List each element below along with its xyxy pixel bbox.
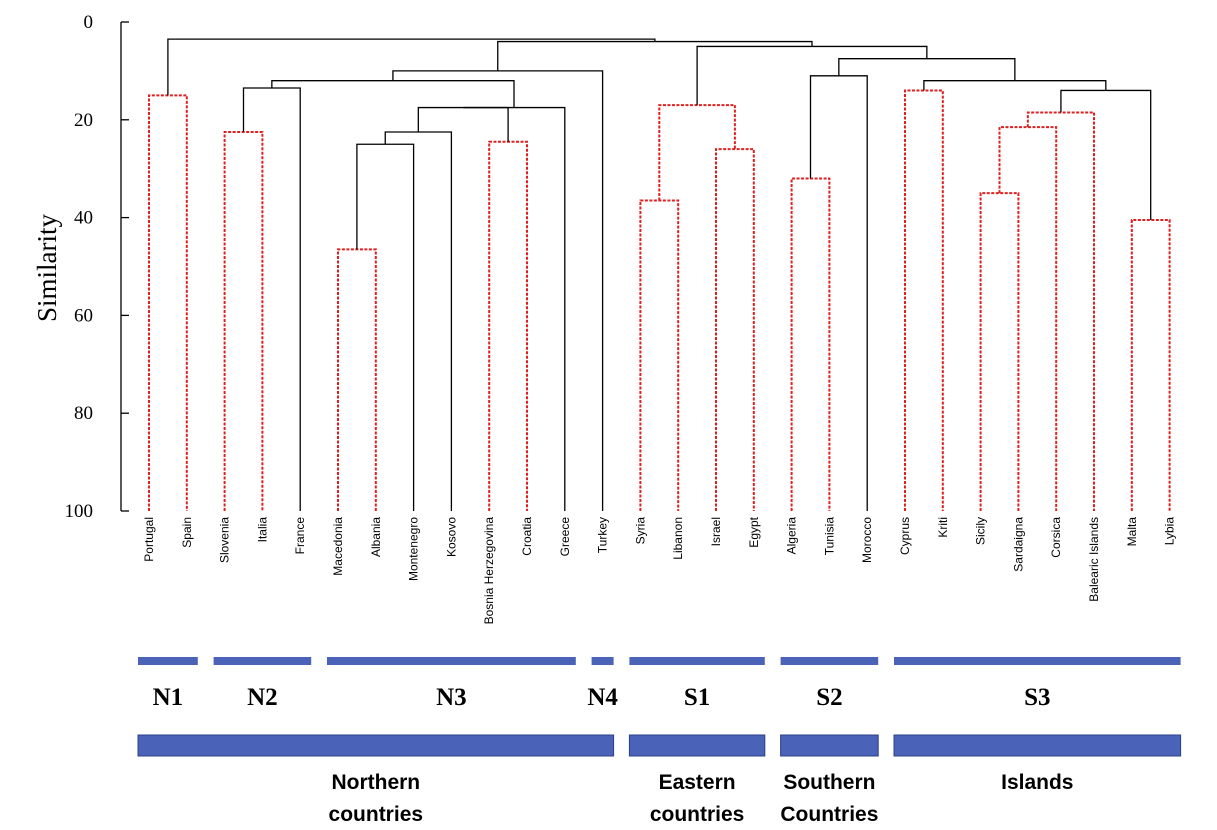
cluster-bar-n4 <box>591 657 614 665</box>
y-tick-label-20: 20 <box>74 110 93 131</box>
y-axis-label: Similarity <box>32 214 62 323</box>
leaf-label-israel: Israel <box>709 517 723 546</box>
link-ss-cor <box>998 126 1058 511</box>
leaf-label-cyprus: Cyprus <box>898 517 912 555</box>
region-label-line2: Countries <box>780 803 878 826</box>
leaf-label-morocco: Morocco <box>860 517 874 563</box>
cluster-label-n3: N3 <box>436 684 467 711</box>
cluster-label-n2: N2 <box>247 684 278 711</box>
leaf-label-croatia: Croatia <box>520 517 534 556</box>
leaf-label-albania: Albania <box>369 517 383 557</box>
leaf-label-slovenia: Slovenia <box>218 517 232 563</box>
leaf-label-italia: Italia <box>255 517 269 543</box>
link-nab-gre <box>463 106 566 511</box>
leaf-label-tunisia: Tunisia <box>822 517 836 556</box>
link-at-mor <box>809 75 868 511</box>
leaf-label-france: France <box>293 517 307 555</box>
y-axis: 0 20 40 60 80 100 <box>65 12 129 522</box>
region-bar-islands <box>893 734 1182 757</box>
link-bos-cro <box>488 140 528 511</box>
dendrogram-links <box>148 38 1171 511</box>
y-tick-label-40: 40 <box>74 208 93 229</box>
link-ssc-bal <box>1026 111 1095 511</box>
link-alg-tun <box>790 177 831 511</box>
link-por-spa <box>148 94 188 511</box>
leaf-label-spain: Spain <box>180 517 194 548</box>
region-label: Islands <box>1001 771 1073 794</box>
link-slo-ita <box>223 131 264 511</box>
region-bar-countries <box>780 734 879 757</box>
cluster-label-s3: S3 <box>1024 684 1050 711</box>
leaf-labels: Portugal Spain Slovenia Italia France Macedon… <box>142 516 1177 624</box>
link-syr-lib <box>639 199 680 511</box>
link-ma-mon <box>356 143 415 511</box>
leaf-label-kosovo: Kosovo <box>444 517 458 557</box>
link-na-bc <box>417 106 509 142</box>
cluster-label-n1: N1 <box>153 684 184 711</box>
leaf-label-portugal: Portugal <box>142 517 156 562</box>
y-tick-label-60: 60 <box>74 305 93 326</box>
leaf-label-montenegro: Montenegro <box>407 517 421 581</box>
leaf-label-malta: Malta <box>1125 517 1139 547</box>
link-sscb-ml <box>1060 89 1152 221</box>
leaf-label-corsica: Corsica <box>1049 517 1063 558</box>
link-n234 <box>392 70 604 511</box>
link-cyp-kri <box>904 89 944 511</box>
cluster-bar-n2 <box>213 657 312 665</box>
leaf-label-algeria: Algeria <box>785 517 799 555</box>
leaf-label-egypt: Egypt <box>747 516 761 547</box>
cluster-bar-s3 <box>894 657 1181 665</box>
leaf-label-syria: Syria <box>633 517 647 545</box>
cluster-bar-n1 <box>138 657 198 665</box>
region-bars: Northern countries Eastern countries Souther… <box>137 734 1182 826</box>
cluster-bar-s2 <box>780 657 879 665</box>
cluster-label-s1: S1 <box>684 684 710 711</box>
y-tick-label-80: 80 <box>74 403 93 424</box>
region-bar-countries <box>628 734 766 757</box>
leaf-label-sardaigna: Sardaigna <box>1011 517 1025 572</box>
region-label-line1: Northern <box>331 771 420 794</box>
region-label-line1: Southern <box>783 771 875 794</box>
cluster-label-s2: S2 <box>816 684 842 711</box>
link-si-fra <box>242 87 301 511</box>
leaf-label-bosnia-herzegovina: Bosnia Herzegovina <box>482 517 496 625</box>
cluster-bars: N1 N2 N3 N4 S1 S2 S3 <box>138 657 1181 711</box>
leaf-label-kriti: Kriti <box>936 517 950 538</box>
link-south <box>838 58 1016 81</box>
leaf-label-libanon: Libanon <box>671 517 685 560</box>
link-sic-sar <box>979 192 1020 511</box>
link-mal-lyb <box>1130 219 1171 511</box>
link-n2n3 <box>271 80 515 108</box>
link-isr-egy <box>715 148 755 511</box>
leaf-label-balearic-islands: Balearic Islands <box>1087 517 1101 602</box>
cluster-label-n4: N4 <box>587 684 618 711</box>
region-label-line1: Eastern <box>659 771 736 794</box>
cluster-bar-s1 <box>629 657 765 665</box>
leaf-label-lybia: Lybia <box>1163 517 1177 546</box>
leaf-label-greece: Greece <box>558 517 572 557</box>
leaf-label-macedonia: Macedonia <box>331 517 345 576</box>
link-root <box>167 38 656 96</box>
link-mac-alb <box>337 248 377 511</box>
y-tick-label-0: 0 <box>84 12 94 33</box>
link-east <box>658 104 736 201</box>
leaf-label-turkey: Turkey <box>596 517 610 553</box>
cluster-bar-n3 <box>327 657 576 665</box>
y-tick-label-100: 100 <box>65 501 94 522</box>
link-mam-kos <box>384 131 453 511</box>
leaf-label-sicily: Sicily <box>974 517 988 545</box>
region-label-line2: countries <box>650 803 745 826</box>
region-bar-countries <box>137 734 615 757</box>
region-label-line2: countries <box>329 803 424 826</box>
link-islands <box>923 80 1107 91</box>
